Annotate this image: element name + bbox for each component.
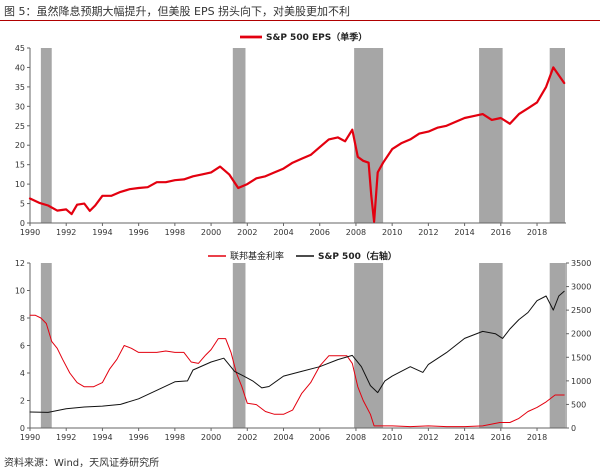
figure-title: 图 5：虽然降息预期大幅提升，但美股 EPS 拐头向下，对美股更加不利: [4, 5, 351, 18]
y2-tick-label: 1000: [571, 377, 591, 386]
y2-tick-label: 3500: [571, 259, 591, 268]
x-tick-label: 2010: [382, 433, 402, 442]
x-tick-label: 2010: [382, 228, 402, 237]
x-tick-label: 1990: [20, 433, 40, 442]
y-tick-label: 4: [20, 369, 25, 378]
x-tick-label: 2016: [491, 433, 511, 442]
x-tick-label: 2016: [491, 228, 511, 237]
y-tick-label: 5: [20, 200, 25, 209]
y2-tick-label: 1500: [571, 353, 591, 362]
y-tick-label: 30: [15, 102, 25, 111]
y-tick-label: 8: [20, 314, 25, 323]
y2-tick-label: 0: [571, 424, 576, 433]
series-line-0: [28, 66, 566, 223]
x-tick-label: 2008: [346, 228, 366, 237]
y2-tick-label: 500: [571, 400, 586, 409]
recession-band-1: [232, 48, 246, 223]
recession-band-0: [40, 48, 52, 223]
x-tick-label: 2004: [273, 433, 293, 442]
y-tick-label: 45: [15, 44, 25, 53]
recession-band-0: [40, 263, 52, 428]
x-tick-label: 1990: [20, 228, 40, 237]
y-tick-label: 6: [20, 342, 25, 351]
y-tick-label: 2: [20, 397, 25, 406]
eps-chart: 0 5 10 15 20 25 30 35 40 45 1990 1992 1994 1996 1998 20…: [15, 31, 566, 237]
recession-band-2: [354, 263, 384, 428]
y-tick-label: 0: [20, 424, 25, 433]
x-tick-label: 2014: [454, 228, 474, 237]
fed-rate-sp500-chart: 0 2 4 6 8 10 12 0 500 1000 1500 2000 2500 3000 3500 199…: [15, 250, 592, 442]
x-tick-label: 2014: [454, 433, 474, 442]
figure-source: 资料来源：Wind，天风证券研究所: [4, 458, 160, 469]
x-tick-label: 2006: [310, 228, 330, 237]
y-tick-label: 20: [15, 141, 25, 150]
x-tick-label: 2012: [418, 433, 438, 442]
y2-tick-label: 2000: [571, 330, 591, 339]
x-tick-label: 2018: [527, 433, 547, 442]
x-tick-label: 2004: [273, 228, 293, 237]
y-tick-label: 35: [15, 83, 25, 92]
recession-band-1: [232, 263, 246, 428]
series-line-0: [29, 314, 565, 428]
x-tick-label: 1992: [56, 433, 76, 442]
recession-band-2: [354, 48, 384, 223]
x-tick-label: 2018: [527, 228, 547, 237]
y-tick-label: 40: [15, 63, 25, 72]
x-tick-label: 2002: [237, 433, 257, 442]
x-tick-label: 2008: [346, 433, 366, 442]
y2-tick-label: 2500: [571, 306, 591, 315]
x-tick-label: 1996: [128, 433, 148, 442]
title-rule: [0, 20, 600, 21]
recession-band-3: [479, 48, 503, 223]
y-tick-label: 10: [15, 180, 25, 189]
legend-label-0: S&P 500 EPS（单季）: [266, 31, 367, 43]
recession-band-3: [479, 263, 503, 428]
x-tick-label: 2000: [201, 228, 221, 237]
y-tick-label: 0: [20, 219, 25, 228]
x-tick-label: 1994: [92, 228, 112, 237]
legend-label-0: 联邦基金利率: [230, 250, 284, 262]
y-tick-label: 25: [15, 122, 25, 131]
legend-label-1: S&P 500（右轴）: [318, 250, 397, 262]
x-tick-label: 2002: [237, 228, 257, 237]
y-tick-label: 10: [15, 287, 25, 296]
x-tick-label: 1998: [165, 228, 185, 237]
x-tick-label: 2006: [310, 433, 330, 442]
x-tick-label: 1998: [165, 433, 185, 442]
x-tick-label: 1996: [128, 228, 148, 237]
y-tick-label: 12: [15, 259, 25, 268]
y2-tick-label: 3000: [571, 283, 591, 292]
series-line-1: [29, 290, 565, 413]
x-tick-label: 1994: [92, 433, 112, 442]
recession-band-4: [549, 263, 565, 428]
x-tick-label: 2012: [418, 228, 438, 237]
x-tick-label: 1992: [56, 228, 76, 237]
recession-band-4: [549, 48, 565, 223]
y-tick-label: 15: [15, 161, 25, 170]
x-tick-label: 2000: [201, 433, 221, 442]
